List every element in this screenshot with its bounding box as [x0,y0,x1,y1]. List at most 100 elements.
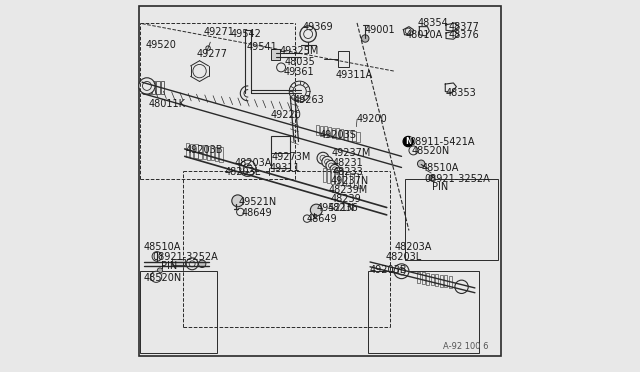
Bar [336,128,339,138]
Bar [346,172,350,186]
Circle shape [332,167,337,172]
Circle shape [186,258,198,270]
Circle shape [291,83,308,100]
Bar [426,273,429,285]
Bar [172,259,185,265]
Text: 48203A: 48203A [235,158,272,168]
Circle shape [336,171,347,182]
Circle shape [339,174,344,180]
Circle shape [455,280,468,294]
Circle shape [398,267,405,275]
Text: 48510A: 48510A [422,163,460,173]
Circle shape [405,28,411,34]
Text: 48239M: 48239M [328,185,368,195]
Text: 49220: 49220 [271,110,301,120]
Circle shape [342,179,347,183]
Circle shape [143,81,152,90]
Text: 48520N: 48520N [144,273,182,283]
Bar [194,144,198,158]
Bar [417,272,420,283]
Text: 48377: 48377 [449,22,480,32]
Circle shape [291,83,308,100]
Circle shape [310,204,322,216]
Circle shape [276,63,285,72]
Text: 48203L: 48203L [386,252,422,262]
Circle shape [232,195,244,207]
Text: 49273M: 49273M [271,152,310,162]
Text: 48231: 48231 [333,158,364,168]
Circle shape [291,83,308,100]
Bar [190,144,193,158]
Text: 49263: 49263 [294,95,325,105]
Text: 49203B: 49203B [370,266,408,276]
Circle shape [333,168,344,178]
Circle shape [157,268,163,273]
Circle shape [290,81,310,102]
Bar [350,173,354,187]
Bar [331,170,334,183]
Text: 48649: 48649 [307,214,338,224]
Circle shape [291,83,308,100]
Circle shape [362,35,369,42]
Bar [211,146,214,160]
Circle shape [198,260,206,267]
Bar [161,81,164,94]
Text: 49520: 49520 [145,40,176,50]
Circle shape [139,78,155,94]
Bar [355,173,358,187]
Text: N: N [405,137,412,146]
Bar [332,128,335,138]
Bar [449,276,452,288]
Circle shape [326,160,336,171]
Text: 48510A: 48510A [144,242,181,252]
Circle shape [417,160,425,167]
Text: 48203L: 48203L [225,167,261,177]
Text: 49001: 49001 [364,25,395,35]
Circle shape [152,251,162,261]
Text: A-92 100 6: A-92 100 6 [443,342,488,351]
Text: 49361: 49361 [284,67,315,77]
Bar [422,272,425,284]
Bar [323,168,326,182]
Circle shape [300,26,316,42]
Bar [327,169,330,183]
Text: 48233: 48233 [333,167,364,177]
Bar [435,274,438,286]
Circle shape [340,176,349,186]
Bar [352,131,356,141]
Bar [431,273,434,285]
Circle shape [189,261,195,267]
Bar [344,129,348,140]
Bar [328,127,331,137]
Text: 08921-3252A: 08921-3252A [424,174,490,184]
Bar [335,170,338,184]
Circle shape [336,170,341,176]
Circle shape [304,30,312,38]
Bar [219,147,223,161]
Bar [156,81,160,94]
Bar [198,145,202,159]
Circle shape [320,155,326,161]
Bar [356,132,360,142]
Bar [324,126,327,137]
Text: 49521N: 49521N [316,203,355,213]
Circle shape [290,81,310,102]
Circle shape [330,164,340,174]
Text: 49541: 49541 [246,42,277,52]
Bar [152,81,156,94]
Text: 49237M: 49237M [331,148,371,158]
Circle shape [409,146,418,155]
Circle shape [237,208,244,216]
Bar [342,171,346,185]
Text: 48354: 48354 [417,18,448,28]
Bar [440,275,443,287]
Bar [202,145,206,159]
Text: 48376: 48376 [449,30,480,40]
Text: 49203S: 49203S [319,130,356,140]
Circle shape [403,137,413,147]
Text: PIN: PIN [432,182,448,192]
Bar [147,81,151,94]
Text: 48010A: 48010A [405,30,442,40]
Bar [207,146,210,160]
Circle shape [243,164,252,173]
